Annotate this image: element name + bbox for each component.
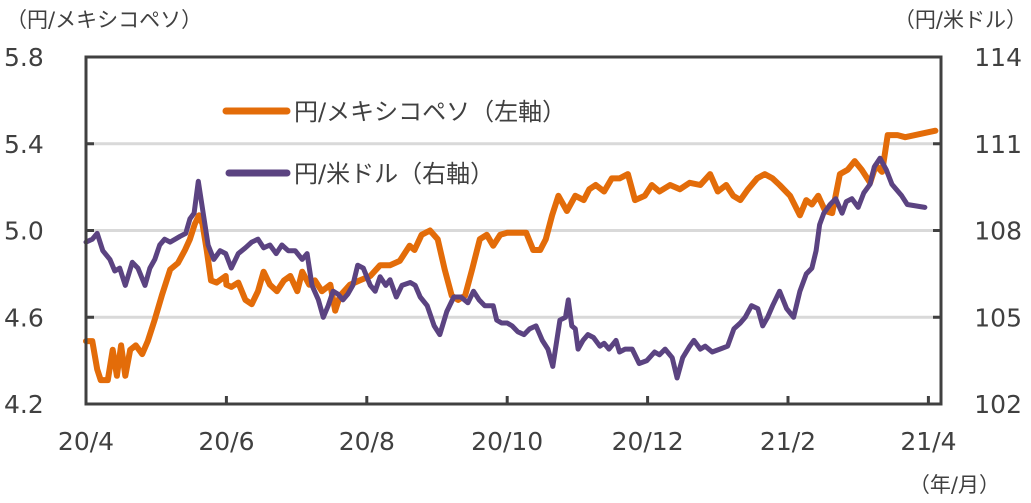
x-axis-unit-label: （年/月） (909, 473, 1000, 497)
legend-label-mxn: 円/メキシコペソ（左軸） (294, 98, 566, 126)
x-tick-label: 21/2 (760, 427, 816, 456)
right-axis-ticks: 114 111 108 105 102 (933, 43, 1022, 419)
plot-frame (84, 55, 943, 406)
left-tick-label: 4.2 (4, 390, 44, 419)
left-tick-label: 4.6 (4, 303, 44, 332)
right-axis-unit-label: （円/米ドル） (894, 8, 1027, 32)
x-axis-ticks: 20/4 20/6 20/8 20/10 20/12 21/2 21/4 (58, 396, 956, 456)
left-tick-label: 5.8 (4, 43, 44, 72)
right-tick-label: 105 (974, 303, 1022, 332)
legend: 円/メキシコペソ（左軸） 円/米ドル（右軸） (222, 98, 566, 188)
series-line-mxn (83, 127, 939, 384)
x-tick-label: 20/10 (471, 427, 543, 456)
left-tick-label: 5.0 (4, 217, 44, 246)
x-tick-label: 20/4 (58, 427, 114, 456)
x-tick-label: 20/8 (339, 427, 395, 456)
legend-label-usd: 円/米ドル（右軸） (294, 160, 494, 188)
series-line-usd (83, 155, 928, 381)
plot-border (84, 55, 943, 406)
left-tick-label: 5.4 (4, 130, 44, 159)
right-tick-label: 111 (974, 130, 1022, 159)
right-tick-label: 114 (974, 43, 1022, 72)
left-axis-unit-label: （円/メキシコペソ） (6, 8, 202, 32)
series-lines (83, 127, 939, 384)
right-tick-label: 102 (974, 390, 1022, 419)
right-tick-label: 108 (974, 217, 1022, 246)
x-tick-label: 20/12 (612, 427, 684, 456)
x-tick-label: 20/6 (198, 427, 254, 456)
left-axis-ticks: 5.8 5.4 5.0 4.6 4.2 (4, 43, 94, 419)
x-tick-label: 21/4 (900, 427, 956, 456)
